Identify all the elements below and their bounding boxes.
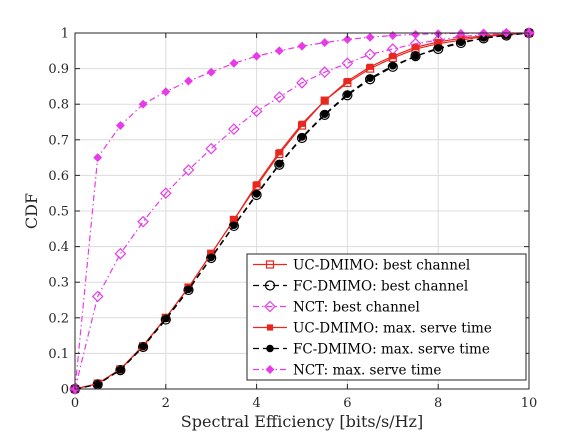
data-point: [321, 97, 328, 104]
y-axis-title: CDF: [22, 193, 41, 229]
y-tick-label: 0: [61, 383, 69, 398]
data-point: [341, 57, 354, 70]
data-point: [298, 133, 306, 141]
data-point: [388, 61, 397, 70]
x-tick-label: 6: [343, 396, 351, 411]
y-tick-label: 0.9: [48, 62, 69, 77]
data-point: [388, 31, 398, 40]
data-point: [139, 342, 147, 351]
data-point: [114, 247, 127, 260]
data-point: [320, 96, 329, 105]
x-tick-label: 8: [434, 396, 442, 411]
legend-marker: [265, 260, 275, 269]
data-point: [253, 181, 260, 188]
y-tick-label: 0.7: [48, 133, 69, 148]
y-tick-label: 0.1: [48, 347, 69, 362]
legend-label: UC-DMIMO: max. serve time: [293, 320, 492, 336]
x-tick-label: 2: [162, 396, 170, 411]
y-tick-label: 0.5: [48, 205, 69, 220]
data-point: [93, 380, 102, 389]
data-point: [137, 215, 149, 228]
x-tick-label: 4: [252, 396, 260, 411]
data-point: [298, 120, 306, 127]
data-point: [273, 91, 286, 103]
y-tick-label: 0.2: [48, 311, 69, 326]
data-point: [435, 38, 442, 46]
data-point: [344, 77, 351, 85]
data-point: [365, 32, 375, 42]
x-axis-title: Spectral Efficiency [bits/s/Hz]: [181, 412, 423, 431]
y-tick-label: 0.3: [48, 276, 69, 291]
x-tick-label: 10: [521, 396, 538, 411]
data-point: [252, 51, 262, 61]
legend-marker: [265, 365, 275, 374]
x-tick-label: 0: [71, 396, 79, 411]
y-tick-label: 0.6: [48, 169, 69, 184]
data-point: [342, 34, 352, 44]
data-point: [252, 190, 261, 198]
data-point: [250, 105, 263, 118]
legend-label: FC-DMIMO: best channel: [293, 278, 468, 294]
data-point: [230, 221, 238, 230]
data-point: [434, 44, 443, 52]
data-point: [410, 51, 421, 62]
data-point: [367, 63, 374, 70]
data-point: [364, 48, 376, 61]
data-point: [457, 38, 465, 47]
data-point: [275, 160, 284, 168]
data-point: [115, 365, 126, 376]
data-point: [228, 123, 240, 135]
legend-label: NCT: max. serve time: [293, 362, 441, 378]
data-point: [184, 285, 193, 294]
data-point: [389, 53, 396, 60]
data-point: [411, 52, 420, 60]
legend-label: UC-DMIMO: best channel: [293, 257, 470, 273]
data-point: [91, 290, 104, 303]
data-point: [276, 149, 283, 156]
data-point: [207, 253, 216, 262]
data-point: [411, 29, 420, 39]
data-point: [366, 74, 374, 83]
data-point: [297, 41, 307, 51]
data-point: [184, 76, 193, 86]
data-point: [320, 38, 330, 48]
y-tick-label: 1: [61, 27, 69, 42]
y-tick-label: 0.4: [48, 240, 69, 255]
y-tick-label: 0.8: [48, 98, 69, 113]
data-point: [162, 314, 170, 323]
data-point: [274, 46, 284, 56]
series-5: [71, 29, 533, 393]
data-point: [93, 153, 103, 163]
legend-marker: [266, 344, 274, 353]
legend-marker: [266, 324, 274, 331]
data-point: [116, 365, 125, 374]
data-point: [182, 164, 195, 176]
legend-marker: [264, 300, 276, 313]
legend-box: [246, 253, 527, 381]
series-line: [74, 32, 530, 390]
data-point: [343, 90, 352, 99]
data-point: [412, 44, 419, 51]
series-layer: [69, 27, 535, 395]
legend: UC-DMIMO: best channel FC-DMIMO: best cha…: [246, 253, 527, 381]
data-point: [296, 76, 308, 89]
data-point: [320, 110, 329, 118]
data-point: [205, 142, 218, 155]
legend-marker: [264, 280, 276, 291]
data-point: [206, 67, 216, 77]
tick-layer: 0 2 4 6 8 10 0 0.1 0.2 0.3 0.4 0.5 0.6 0.7 0.8 0.9 1: [48, 27, 537, 412]
data-point: [318, 66, 331, 79]
data-point: [229, 58, 239, 68]
data-point: [161, 87, 171, 97]
data-point: [138, 99, 148, 109]
legend-label: FC-DMIMO: max. serve time: [293, 341, 490, 357]
data-point: [115, 121, 125, 131]
legend-label: NCT: best channel: [293, 299, 420, 315]
data-point: [159, 187, 172, 200]
data-point: [386, 43, 399, 55]
